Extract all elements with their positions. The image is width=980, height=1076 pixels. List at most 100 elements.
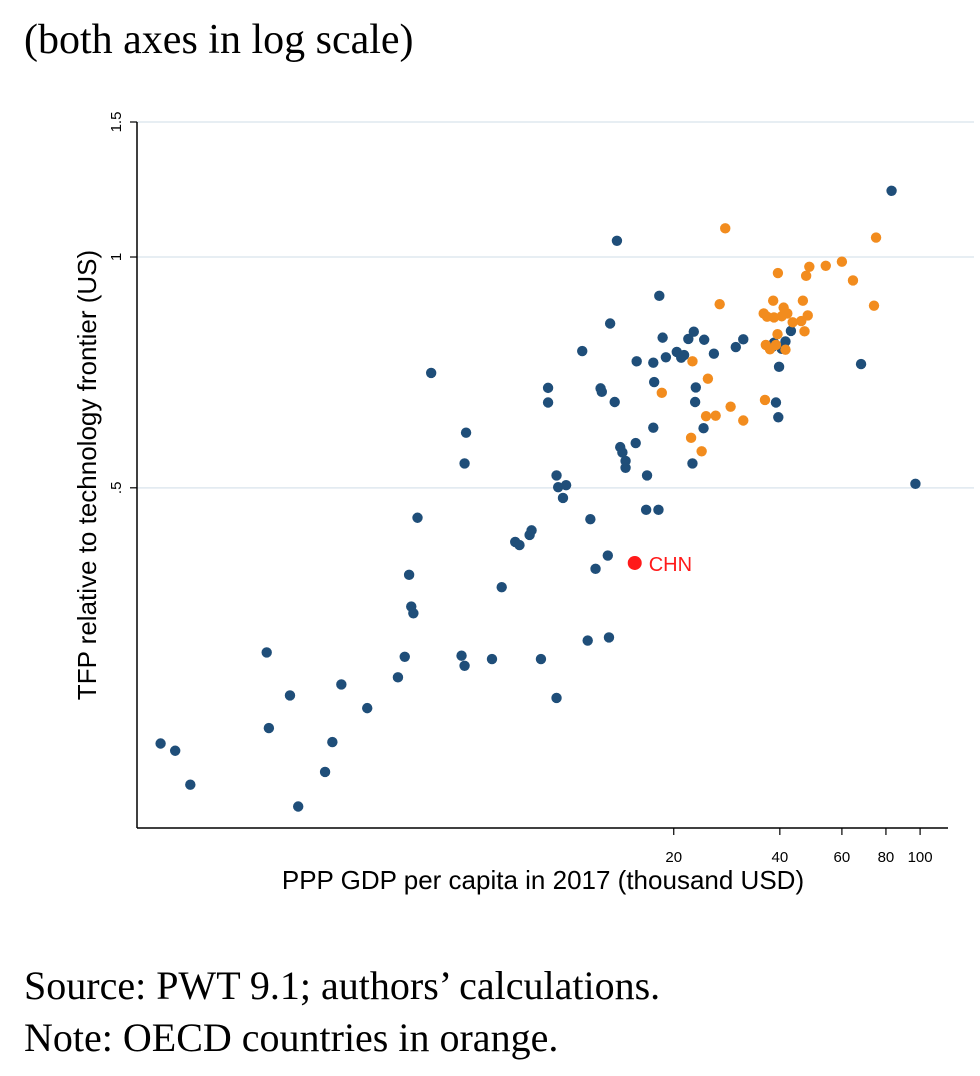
oecd-point: [870, 232, 882, 243]
y-tick-label: .5: [108, 482, 125, 495]
non-oecd-point: [648, 357, 659, 368]
oecd-point: [770, 339, 782, 351]
oecd-point: [696, 446, 707, 457]
non-oecd-point: [730, 341, 742, 353]
non-oecd-point: [780, 336, 791, 347]
oecd-point: [820, 260, 831, 271]
non-oecd-point: [596, 386, 607, 398]
non-oecd-point: [654, 290, 665, 302]
oecd-point: [772, 329, 783, 340]
oecd-note: Note: OECD countries in orange.: [24, 1015, 559, 1060]
non-oecd-point: [496, 581, 507, 593]
non-oecd-point: [456, 650, 467, 661]
non-oecd-point: [683, 333, 694, 345]
x-tick-label: 60: [834, 849, 851, 866]
non-oecd-point: [886, 185, 897, 196]
y-axis-label: TFP relative to technology frontier (US): [72, 250, 102, 700]
x-tick-label: 100: [908, 849, 933, 866]
non-oecd-point: [412, 512, 423, 523]
non-oecd-point: [773, 361, 785, 373]
oecd-point: [804, 261, 815, 273]
oecd-point: [767, 295, 779, 306]
x-tick-label: 20: [665, 849, 682, 866]
non-oecd-point: [648, 376, 660, 388]
non-oecd-point: [620, 455, 631, 467]
x-tick-label: 40: [771, 849, 788, 866]
non-oecd-point: [552, 481, 564, 493]
non-oecd-point: [855, 358, 867, 370]
oecd-point: [720, 223, 731, 234]
non-oecd-point: [557, 492, 569, 504]
oecd-point: [868, 300, 880, 311]
y-tick-label: 1.5: [108, 112, 125, 133]
non-oecd-point: [551, 692, 562, 704]
non-oecd-point: [630, 437, 641, 449]
non-oecd-point: [690, 382, 701, 393]
non-oecd-point: [689, 396, 701, 408]
x-tick-label: 80: [878, 849, 895, 866]
oecd-point: [787, 317, 798, 328]
non-oecd-point: [708, 348, 720, 359]
oecd-point: [836, 256, 848, 267]
non-oecd-point: [657, 332, 668, 343]
non-oecd-point: [631, 356, 642, 367]
non-oecd-point: [678, 349, 690, 361]
non-oecd-point: [698, 334, 710, 345]
non-oecd-point: [261, 647, 272, 658]
non-oecd-point: [640, 504, 652, 516]
oecd-point: [782, 308, 793, 319]
non-oecd-point: [770, 397, 782, 408]
non-oecd-point: [535, 653, 547, 665]
non-oecd-point: [738, 334, 749, 345]
non-oecd-point: [399, 651, 410, 662]
non-oecd-point: [327, 736, 338, 748]
oecd-point: [772, 267, 784, 279]
non-oecd-point: [603, 632, 615, 643]
non-oecd-point: [392, 672, 404, 683]
non-oecd-point: [526, 525, 537, 536]
oecd-point: [725, 401, 736, 412]
non-oecd-point: [602, 550, 614, 561]
non-oecd-point: [698, 423, 709, 434]
non-oecd-point: [611, 235, 623, 246]
oecd-point: [738, 415, 749, 426]
non-oecd-point: [155, 738, 166, 749]
non-oecd-point: [773, 412, 784, 423]
x-axis-label: PPP GDP per capita in 2017 (thousand USD…: [282, 865, 804, 895]
non-oecd-point: [460, 427, 472, 438]
chart-caption-top: (both axes in log scale): [24, 17, 414, 63]
non-oecd-point: [660, 352, 672, 363]
x-axis-ticks: 20 40 60 80 100: [665, 828, 933, 866]
oecd-point: [847, 275, 859, 286]
oecd-point: [685, 432, 697, 444]
non-oecd-point: [582, 635, 593, 646]
data-points: CHN: [155, 185, 921, 812]
non-oecd-point: [169, 745, 181, 756]
non-oecd-point: [293, 801, 304, 812]
oecd-point: [759, 394, 771, 406]
non-oecd-point: [459, 458, 470, 469]
non-oecd-point: [284, 690, 296, 701]
oecd-point: [768, 312, 780, 323]
non-oecd-point: [688, 326, 699, 337]
non-oecd-point: [641, 470, 653, 481]
non-oecd-point: [653, 504, 664, 516]
oecd-point: [797, 295, 809, 306]
non-oecd-point: [185, 779, 196, 790]
oecd-point: [799, 326, 810, 337]
non-oecd-point: [403, 569, 415, 581]
oecd-point: [700, 410, 712, 422]
oecd-point: [656, 387, 668, 399]
oecd-point: [714, 298, 725, 310]
y-tick-label: 1: [108, 253, 125, 261]
non-oecd-point: [542, 397, 554, 408]
source-note: Source: PWT 9.1; authors’ calculations.: [24, 963, 661, 1008]
non-oecd-point: [609, 396, 620, 408]
non-oecd-point: [785, 325, 797, 337]
scatter-chart: .5 1 1.5 20 40 60 80 100 CHN TFP relative to t…: [72, 111, 974, 895]
oecd-point: [687, 356, 698, 367]
non-oecd-point: [408, 608, 419, 619]
non-oecd-point: [551, 470, 562, 481]
non-oecd-point: [910, 478, 921, 490]
non-oecd-point: [577, 345, 588, 357]
